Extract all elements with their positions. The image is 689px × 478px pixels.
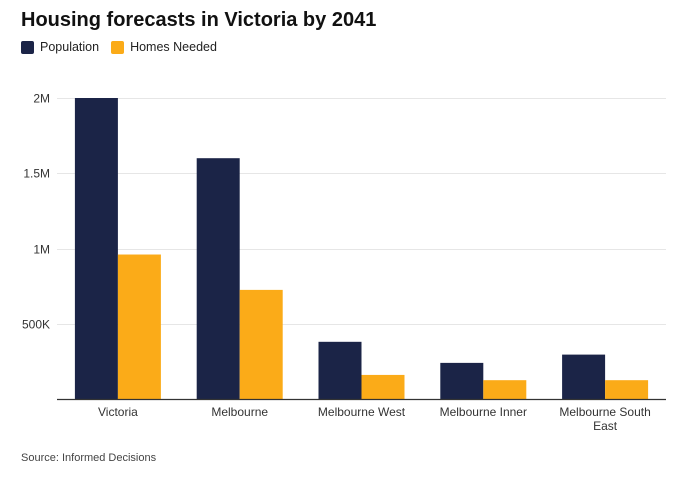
y-tick-label: 1M: [33, 243, 50, 257]
legend-label-population: Population: [40, 40, 100, 54]
legend-label-homes-needed: Homes Needed: [130, 40, 217, 54]
bar-population: [196, 158, 240, 399]
bar-homes-needed: [605, 380, 649, 399]
legend-item-population: Population: [21, 40, 99, 54]
y-tick-label: 1.5M: [23, 167, 50, 181]
x-tick-label: Melbourne: [211, 405, 268, 419]
legend-swatch-homes-needed: [111, 40, 125, 54]
chart-title: Housing forecasts in Victoria by 2041: [21, 9, 377, 31]
y-tick-label: 2M: [33, 92, 50, 106]
x-tick-label: Melbourne South East: [559, 405, 650, 433]
source-note: Source: Informed Decisions: [21, 452, 157, 464]
bar-population: [318, 341, 362, 399]
x-tick-label: Melbourne West: [318, 405, 406, 419]
bar-population: [74, 98, 118, 399]
bar-homes-needed: [117, 254, 161, 399]
bar-population: [562, 354, 606, 399]
x-tick-label: Melbourne Inner: [440, 405, 527, 419]
bar-homes-needed: [239, 289, 283, 399]
y-tick-label: 500K: [22, 318, 50, 332]
bar-homes-needed: [361, 374, 405, 399]
legend: Population Homes Needed: [21, 40, 217, 54]
x-tick-label: Victoria: [98, 405, 138, 419]
legend-item-homes-needed: Homes Needed: [111, 40, 217, 54]
legend-swatch-population: [21, 40, 34, 54]
bar-population: [440, 362, 484, 399]
bar-homes-needed: [483, 380, 527, 399]
